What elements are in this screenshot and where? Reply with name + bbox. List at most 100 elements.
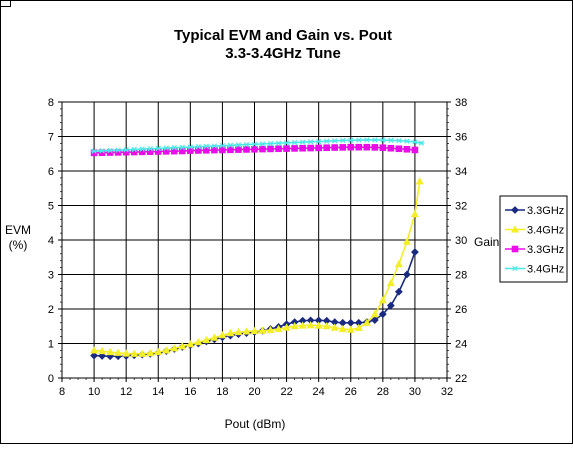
data-point	[370, 316, 379, 324]
data-point	[130, 349, 139, 357]
data-point	[98, 346, 107, 355]
data-point	[283, 145, 290, 152]
legend-label: 3.3GHz	[527, 244, 564, 256]
data-point	[354, 323, 363, 332]
data-point	[298, 321, 307, 329]
legend-entry: 3.4GHz	[505, 225, 564, 237]
y-right-tick-label: 26	[455, 304, 467, 316]
data-point	[114, 147, 122, 153]
data-point	[90, 148, 98, 154]
data-point	[330, 323, 339, 331]
y-right-tick-label: 24	[455, 339, 467, 351]
data-point	[266, 325, 275, 334]
y-right-tick-label: 32	[455, 201, 467, 213]
data-point	[98, 148, 106, 154]
data-point	[403, 138, 411, 144]
x-tick-label: 8	[59, 386, 65, 398]
data-point	[275, 145, 282, 153]
data-point	[122, 349, 131, 357]
x-tick-label: 18	[216, 386, 228, 398]
data-point	[90, 346, 99, 354]
x-tick-label: 22	[280, 386, 292, 398]
data-point	[346, 325, 355, 333]
data-point	[387, 144, 395, 152]
x-tick-label: 12	[120, 386, 132, 398]
data-point	[275, 140, 282, 146]
legend-marker	[511, 206, 519, 214]
data-point	[274, 324, 283, 333]
data-point	[307, 139, 314, 145]
legend-marker	[511, 245, 519, 253]
y-left-tick-label: 1	[48, 339, 54, 351]
data-point	[411, 146, 419, 154]
data-point	[306, 320, 315, 329]
data-point	[371, 144, 379, 151]
data-point	[283, 140, 290, 146]
data-point	[242, 327, 251, 335]
data-point	[323, 144, 330, 152]
data-point	[314, 321, 323, 329]
y-right-axis-title: Gain	[474, 235, 499, 249]
data-point	[331, 144, 339, 151]
data-point	[250, 326, 259, 335]
data-point	[315, 138, 322, 145]
data-point	[403, 145, 411, 153]
data-point	[203, 147, 210, 154]
x-tick-label: 14	[152, 386, 164, 398]
chart-title: Typical EVM and Gain vs. Pout	[174, 27, 392, 44]
data-point	[299, 139, 306, 145]
y-left-tick-label: 7	[48, 132, 54, 144]
legend-label: 3.4GHz	[527, 264, 564, 276]
data-point	[106, 147, 114, 154]
data-point	[267, 140, 274, 147]
data-point	[402, 270, 411, 279]
data-point	[243, 141, 250, 148]
y-right-tick-label: 38	[455, 97, 467, 109]
data-point	[259, 141, 266, 147]
data-point	[355, 143, 363, 151]
data-point	[331, 138, 338, 144]
data-point	[323, 138, 330, 144]
data-point	[203, 143, 210, 149]
legend-marker	[510, 225, 520, 233]
data-point	[258, 326, 267, 334]
data-point	[146, 348, 155, 357]
data-point	[259, 145, 266, 153]
data-point	[322, 322, 331, 330]
data-point	[395, 137, 403, 144]
y-right-tick-label: 30	[455, 235, 467, 247]
data-point	[122, 147, 130, 153]
data-point	[347, 137, 354, 143]
data-point	[395, 145, 403, 153]
legend-label: 3.4GHz	[527, 225, 564, 237]
data-point	[378, 296, 387, 304]
data-point	[194, 337, 203, 346]
data-point	[307, 144, 314, 152]
y-left-tick-label: 0	[48, 373, 54, 385]
x-axis-title: Pout (dBm)	[225, 417, 286, 431]
data-point	[386, 301, 395, 310]
x-tick-label: 32	[441, 386, 453, 398]
data-point	[410, 209, 419, 218]
data-point	[114, 348, 123, 356]
data-point	[282, 323, 291, 331]
data-point	[363, 137, 370, 143]
data-point	[411, 248, 419, 256]
data-point	[315, 144, 322, 152]
data-point	[170, 344, 179, 352]
data-point	[147, 146, 154, 152]
y-left-axis-unit: (%)	[9, 238, 28, 252]
data-point	[130, 146, 138, 153]
data-point	[418, 140, 425, 146]
series-3.3GHz-right	[90, 143, 419, 157]
data-point	[162, 346, 171, 354]
data-point	[415, 177, 424, 185]
data-point	[411, 139, 419, 145]
data-point	[290, 322, 299, 330]
data-point	[291, 139, 298, 146]
data-point	[386, 278, 395, 287]
data-point	[202, 335, 211, 344]
y-left-tick-label: 6	[48, 166, 54, 178]
legend-entry: 3.3GHz	[505, 205, 564, 217]
data-point	[394, 287, 403, 296]
